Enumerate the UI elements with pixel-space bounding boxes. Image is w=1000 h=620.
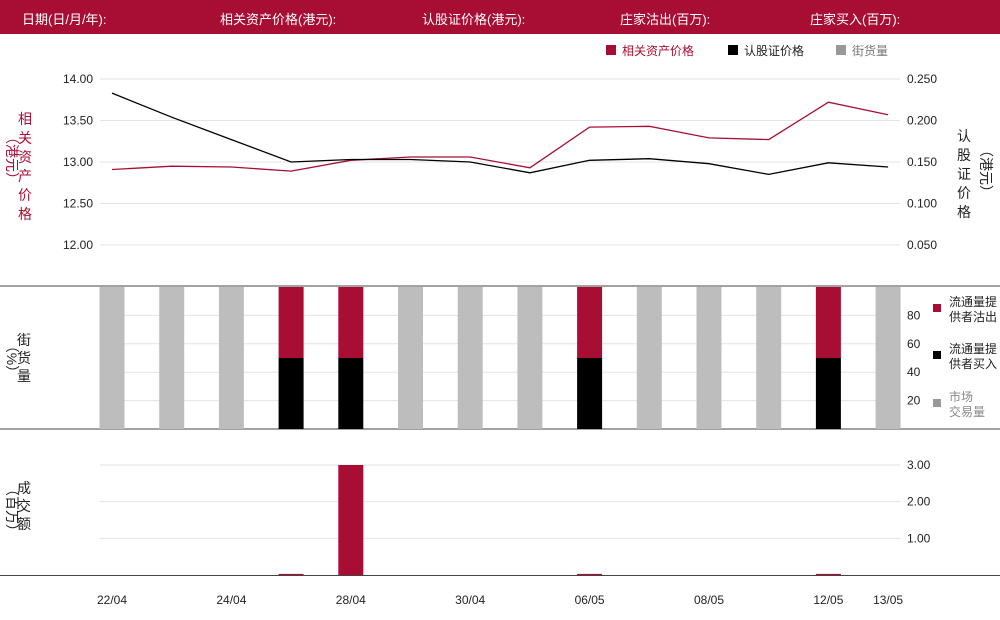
x-axis-tick-label: 22/04 xyxy=(97,593,127,607)
outstanding-axis-unit: （%） xyxy=(4,339,20,379)
asset-price-header: 相关资产价格(港元): xyxy=(220,12,337,27)
outstanding-legend-swatch xyxy=(933,304,941,312)
right-axis-label-char: 价 xyxy=(957,185,971,201)
outstanding-tick-label: 60 xyxy=(907,337,921,351)
left-axis-label-char: 价 xyxy=(18,187,32,203)
x-axis-tick-label: 30/04 xyxy=(455,593,485,607)
turnover-axis-label-char: 成 xyxy=(17,480,31,496)
lp-sell-bar xyxy=(577,287,603,358)
left-axis-unit: （港元） xyxy=(4,130,20,186)
right-axis-tick-label: 0.100 xyxy=(907,197,937,211)
date-header: 日期(日/月/年): xyxy=(22,12,107,27)
outstanding-legend-label: 供者沽出 xyxy=(949,310,997,324)
turnover-axis-label-char: 额 xyxy=(17,516,31,532)
market-volume-bar xyxy=(457,287,483,429)
market-volume-bar xyxy=(875,287,901,429)
outstanding-tick-label: 20 xyxy=(907,394,921,408)
left-axis-label-char: 相 xyxy=(18,111,32,127)
outstanding-legend-label: 供者买入 xyxy=(949,357,997,371)
outstanding-tick-label: 40 xyxy=(907,365,921,379)
outstanding-axis-label-char: 街 xyxy=(17,332,31,348)
market-volume-bar xyxy=(218,287,244,429)
market-volume-bar xyxy=(636,287,662,429)
right-axis-tick-label: 0.050 xyxy=(907,238,937,252)
x-axis-tick-label: 24/04 xyxy=(216,593,246,607)
outstanding-legend-label: 交易量 xyxy=(949,404,985,419)
left-axis-tick-label: 13.50 xyxy=(63,114,93,128)
right-axis-label-char: 证 xyxy=(957,166,971,182)
outstanding-axis-label-char: 货 xyxy=(17,350,31,366)
outstanding-axis-label-char: 量 xyxy=(17,368,31,384)
turnover-bar xyxy=(338,465,364,575)
turnover-axis-unit: （百万） xyxy=(4,482,20,538)
lp-buy-bar xyxy=(338,358,364,429)
left-axis-label-char: 关 xyxy=(18,130,32,146)
right-axis-tick-label: 0.150 xyxy=(907,155,937,169)
lp-buy-bar xyxy=(815,358,841,429)
x-axis-tick-label: 08/05 xyxy=(694,593,724,607)
outstanding-legend-label: 市场 xyxy=(949,389,973,404)
market-volume-bar xyxy=(398,287,423,429)
lp-sell-bar xyxy=(278,287,304,358)
turnover-bar xyxy=(577,573,603,575)
outstanding-legend-label: 流通量提 xyxy=(949,341,997,356)
left-axis-tick-label: 14.00 xyxy=(63,72,93,86)
lp-buy-bar xyxy=(278,358,304,429)
mm-buy-header: 庄家买入(百万): xyxy=(810,12,901,27)
left-axis-tick-label: 13.00 xyxy=(63,155,93,169)
turnover-tick-label: 3.00 xyxy=(907,458,931,472)
right-axis-tick-label: 0.200 xyxy=(907,114,937,128)
right-axis-label-char: 格 xyxy=(957,204,971,220)
header-bar: 日期(日/月/年): 相关资产价格(港元): 认股证价格(港元): 庄家沽出(百… xyxy=(0,0,1000,34)
turnover-bar xyxy=(278,573,304,575)
turnover-tick-label: 2.00 xyxy=(907,495,931,509)
x-axis-tick-label: 06/05 xyxy=(575,593,605,607)
left-axis-label-char: 资 xyxy=(18,149,32,165)
warrant-price-header: 认股证价格(港元): xyxy=(422,12,526,27)
legend-label: 认股证价格 xyxy=(744,43,804,58)
lp-sell-bar xyxy=(815,287,841,358)
x-axis-tick-label: 12/05 xyxy=(813,593,843,607)
right-axis-label-char: 认 xyxy=(957,128,971,144)
turnover-bar xyxy=(815,573,841,575)
outstanding-legend-swatch xyxy=(933,351,941,359)
left-axis-label-char: 产 xyxy=(18,168,32,184)
outstanding-legend-swatch xyxy=(933,399,941,407)
market-volume-bar xyxy=(756,287,782,429)
right-axis-unit: （港元） xyxy=(978,143,994,199)
turnover-tick-label: 1.00 xyxy=(907,531,931,545)
warrant-price-line xyxy=(111,92,889,176)
legend-label: 相关资产价格 xyxy=(622,43,694,58)
market-volume-bar xyxy=(517,287,543,429)
legend-swatch xyxy=(836,45,846,55)
left-axis-label-char: 格 xyxy=(18,206,32,222)
left-axis-tick-label: 12.50 xyxy=(63,197,93,211)
outstanding-legend-label: 流通量提 xyxy=(949,294,997,309)
turnover-axis-label-char: 交 xyxy=(17,498,31,514)
right-axis-tick-label: 0.250 xyxy=(907,72,937,86)
market-volume-bar xyxy=(696,287,722,429)
x-axis-tick-label: 28/04 xyxy=(336,593,366,607)
x-axis-tick-label: 13/05 xyxy=(873,593,903,607)
market-volume-bar xyxy=(99,287,125,429)
lp-buy-bar xyxy=(577,358,603,429)
outstanding-tick-label: 80 xyxy=(907,308,921,322)
legend-swatch xyxy=(728,45,738,55)
legend-label: 街货量 xyxy=(852,43,888,58)
right-axis-label-char: 股 xyxy=(957,147,971,163)
mm-sell-header: 庄家沽出(百万): xyxy=(620,12,711,27)
asset-price-line xyxy=(111,101,889,172)
market-volume-bar xyxy=(159,287,185,429)
legend-swatch xyxy=(606,45,616,55)
lp-sell-bar xyxy=(338,287,364,358)
left-axis-tick-label: 12.00 xyxy=(63,238,93,252)
